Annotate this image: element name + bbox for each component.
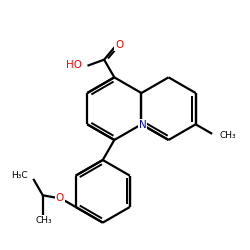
Text: CH₃: CH₃	[35, 216, 52, 226]
Text: CH₃: CH₃	[220, 131, 236, 140]
Text: H₃C: H₃C	[11, 171, 27, 180]
Text: N: N	[139, 120, 146, 130]
Text: O: O	[115, 40, 124, 50]
Text: O: O	[56, 193, 64, 203]
Text: HO: HO	[66, 60, 82, 70]
